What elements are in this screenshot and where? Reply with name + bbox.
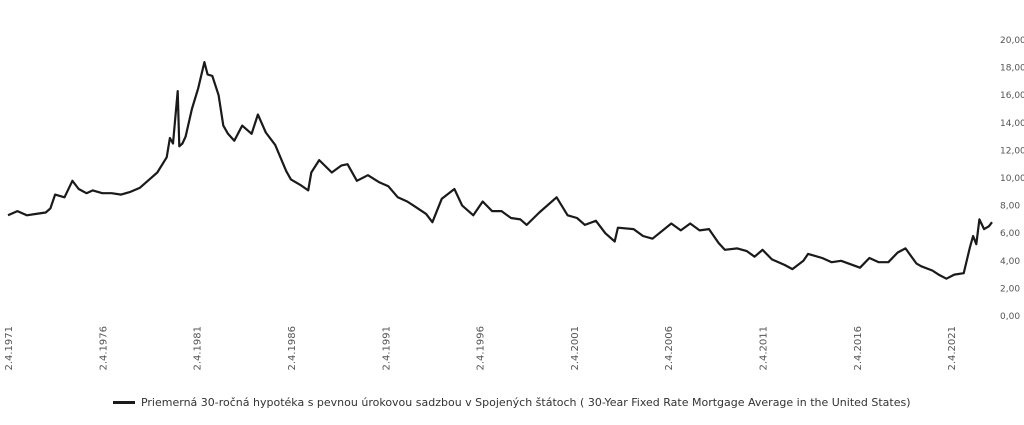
x-axis: 2.4.1971 2.4.1976 2.4.1981 2.4.1986 2.4.1991… bbox=[4, 326, 958, 371]
y-tick-label: 4,00 bbox=[1000, 257, 1020, 267]
y-tick-label: 2,00 bbox=[1000, 284, 1020, 294]
x-tick-label: 2.4.2006 bbox=[664, 326, 675, 371]
y-tick-label: 10,00 bbox=[1000, 174, 1024, 184]
y-tick-label: 6,00 bbox=[1000, 229, 1020, 239]
y-tick-label: 14,00 bbox=[1000, 119, 1024, 129]
y-tick-label: 18,00 bbox=[1000, 64, 1024, 74]
x-tick-label: 2.4.1996 bbox=[476, 326, 487, 371]
x-tick-label: 2.4.1971 bbox=[4, 326, 15, 371]
x-tick-label: 2.4.2021 bbox=[947, 326, 958, 371]
legend-swatch bbox=[113, 400, 136, 404]
legend[interactable]: Priemerná 30-ročná hypotéka s pevnou úro… bbox=[0, 396, 1024, 409]
y-axis: 0,00 2,00 4,00 6,00 8,00 10,00 12,00 14,00 16,00… bbox=[1000, 36, 1024, 322]
y-tick-label: 12,00 bbox=[1000, 146, 1024, 156]
x-tick-label: 2.4.1981 bbox=[193, 326, 204, 371]
y-tick-label: 8,00 bbox=[1000, 202, 1020, 212]
x-tick-label: 2.4.2016 bbox=[853, 326, 864, 371]
series-layer bbox=[7, 61, 993, 280]
series-line bbox=[7, 61, 993, 280]
x-tick-label: 2.4.1976 bbox=[98, 326, 109, 371]
y-tick-label: 0,00 bbox=[1000, 312, 1020, 322]
x-tick-label: 2.4.2001 bbox=[570, 326, 581, 371]
y-tick-label: 20,00 bbox=[1000, 36, 1024, 46]
x-tick-label: 2.4.1986 bbox=[287, 326, 298, 371]
y-tick-label: 16,00 bbox=[1000, 91, 1024, 101]
x-tick-label: 2.4.2011 bbox=[759, 326, 770, 371]
x-tick-label: 2.4.1991 bbox=[381, 326, 392, 371]
legend-label: Priemerná 30-ročná hypotéka s pevnou úro… bbox=[140, 396, 911, 409]
